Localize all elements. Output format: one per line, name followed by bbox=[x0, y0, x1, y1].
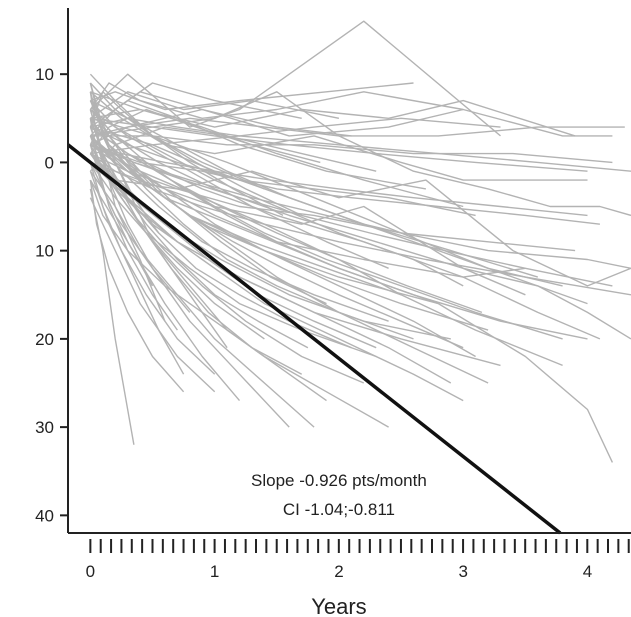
trajectory-line bbox=[89, 20, 501, 137]
trajectory-line bbox=[89, 179, 389, 428]
y-tick-label: 20 bbox=[35, 330, 54, 349]
trajectory-line bbox=[89, 82, 464, 120]
trajectory-line bbox=[89, 144, 365, 384]
trajectory-line bbox=[90, 144, 563, 367]
trajectory-line bbox=[89, 162, 216, 375]
x-tick-label: 2 bbox=[334, 562, 343, 581]
trajectory-line bbox=[89, 99, 427, 190]
trajectory-line bbox=[89, 109, 588, 340]
trajectory-line bbox=[90, 126, 476, 217]
trajectory-line bbox=[89, 91, 284, 217]
trajectory-lines bbox=[89, 20, 631, 463]
trajectory-line bbox=[90, 144, 588, 217]
trajectory-line bbox=[89, 126, 377, 172]
trajectory-line bbox=[89, 100, 327, 305]
x-tick-label: 0 bbox=[86, 562, 95, 581]
x-tick-label: 1 bbox=[210, 562, 219, 581]
x-tick-label: 4 bbox=[583, 562, 592, 581]
trajectory-line bbox=[89, 91, 160, 234]
trajectory-line bbox=[89, 153, 464, 402]
y-tick-label: 10 bbox=[35, 242, 54, 261]
trajectory-line bbox=[90, 144, 600, 225]
trajectory-line bbox=[89, 91, 588, 181]
axes bbox=[67, 8, 631, 534]
x-ticks: 0 1 2 3 4 bbox=[86, 539, 630, 581]
slope-annotation: Slope -0.926 pts/month bbox=[251, 471, 427, 490]
trajectory-line bbox=[89, 135, 614, 463]
trajectory-line bbox=[90, 152, 631, 269]
y-ticks: 10 0 10 20 30 40 bbox=[35, 65, 68, 525]
trajectory-line bbox=[89, 179, 241, 402]
trajectory-line bbox=[90, 82, 414, 111]
y-tick-label: 0 bbox=[45, 153, 54, 172]
y-tick-label: 10 bbox=[35, 65, 54, 84]
trajectory-line bbox=[89, 135, 464, 349]
trajectory-line bbox=[89, 109, 166, 322]
fit-line bbox=[66, 143, 562, 535]
y-tick-label: 30 bbox=[35, 418, 54, 437]
trajectory-line bbox=[89, 126, 601, 340]
trajectory-line bbox=[89, 118, 309, 349]
trajectory-line bbox=[89, 135, 389, 322]
trajectory-line bbox=[89, 153, 631, 296]
trajectory-line bbox=[90, 117, 625, 137]
trajectory-line bbox=[89, 153, 631, 287]
trajectory-line bbox=[89, 91, 352, 146]
trajectory-line bbox=[89, 180, 185, 393]
fit-line-group bbox=[66, 143, 562, 535]
trajectory-line bbox=[90, 135, 631, 172]
trajectory-line bbox=[89, 82, 302, 137]
trajectory-line bbox=[89, 197, 216, 393]
x-tick-label: 3 bbox=[458, 562, 467, 581]
trajectory-line bbox=[89, 82, 302, 217]
x-axis-title: Years bbox=[311, 594, 366, 617]
trajectory-line bbox=[90, 117, 588, 172]
trajectory-line bbox=[89, 118, 178, 331]
ci-annotation: CI -1.04;-0.811 bbox=[283, 500, 395, 519]
trajectory-line bbox=[89, 135, 526, 278]
trajectory-line bbox=[89, 91, 340, 119]
y-tick-label: 40 bbox=[35, 506, 54, 525]
